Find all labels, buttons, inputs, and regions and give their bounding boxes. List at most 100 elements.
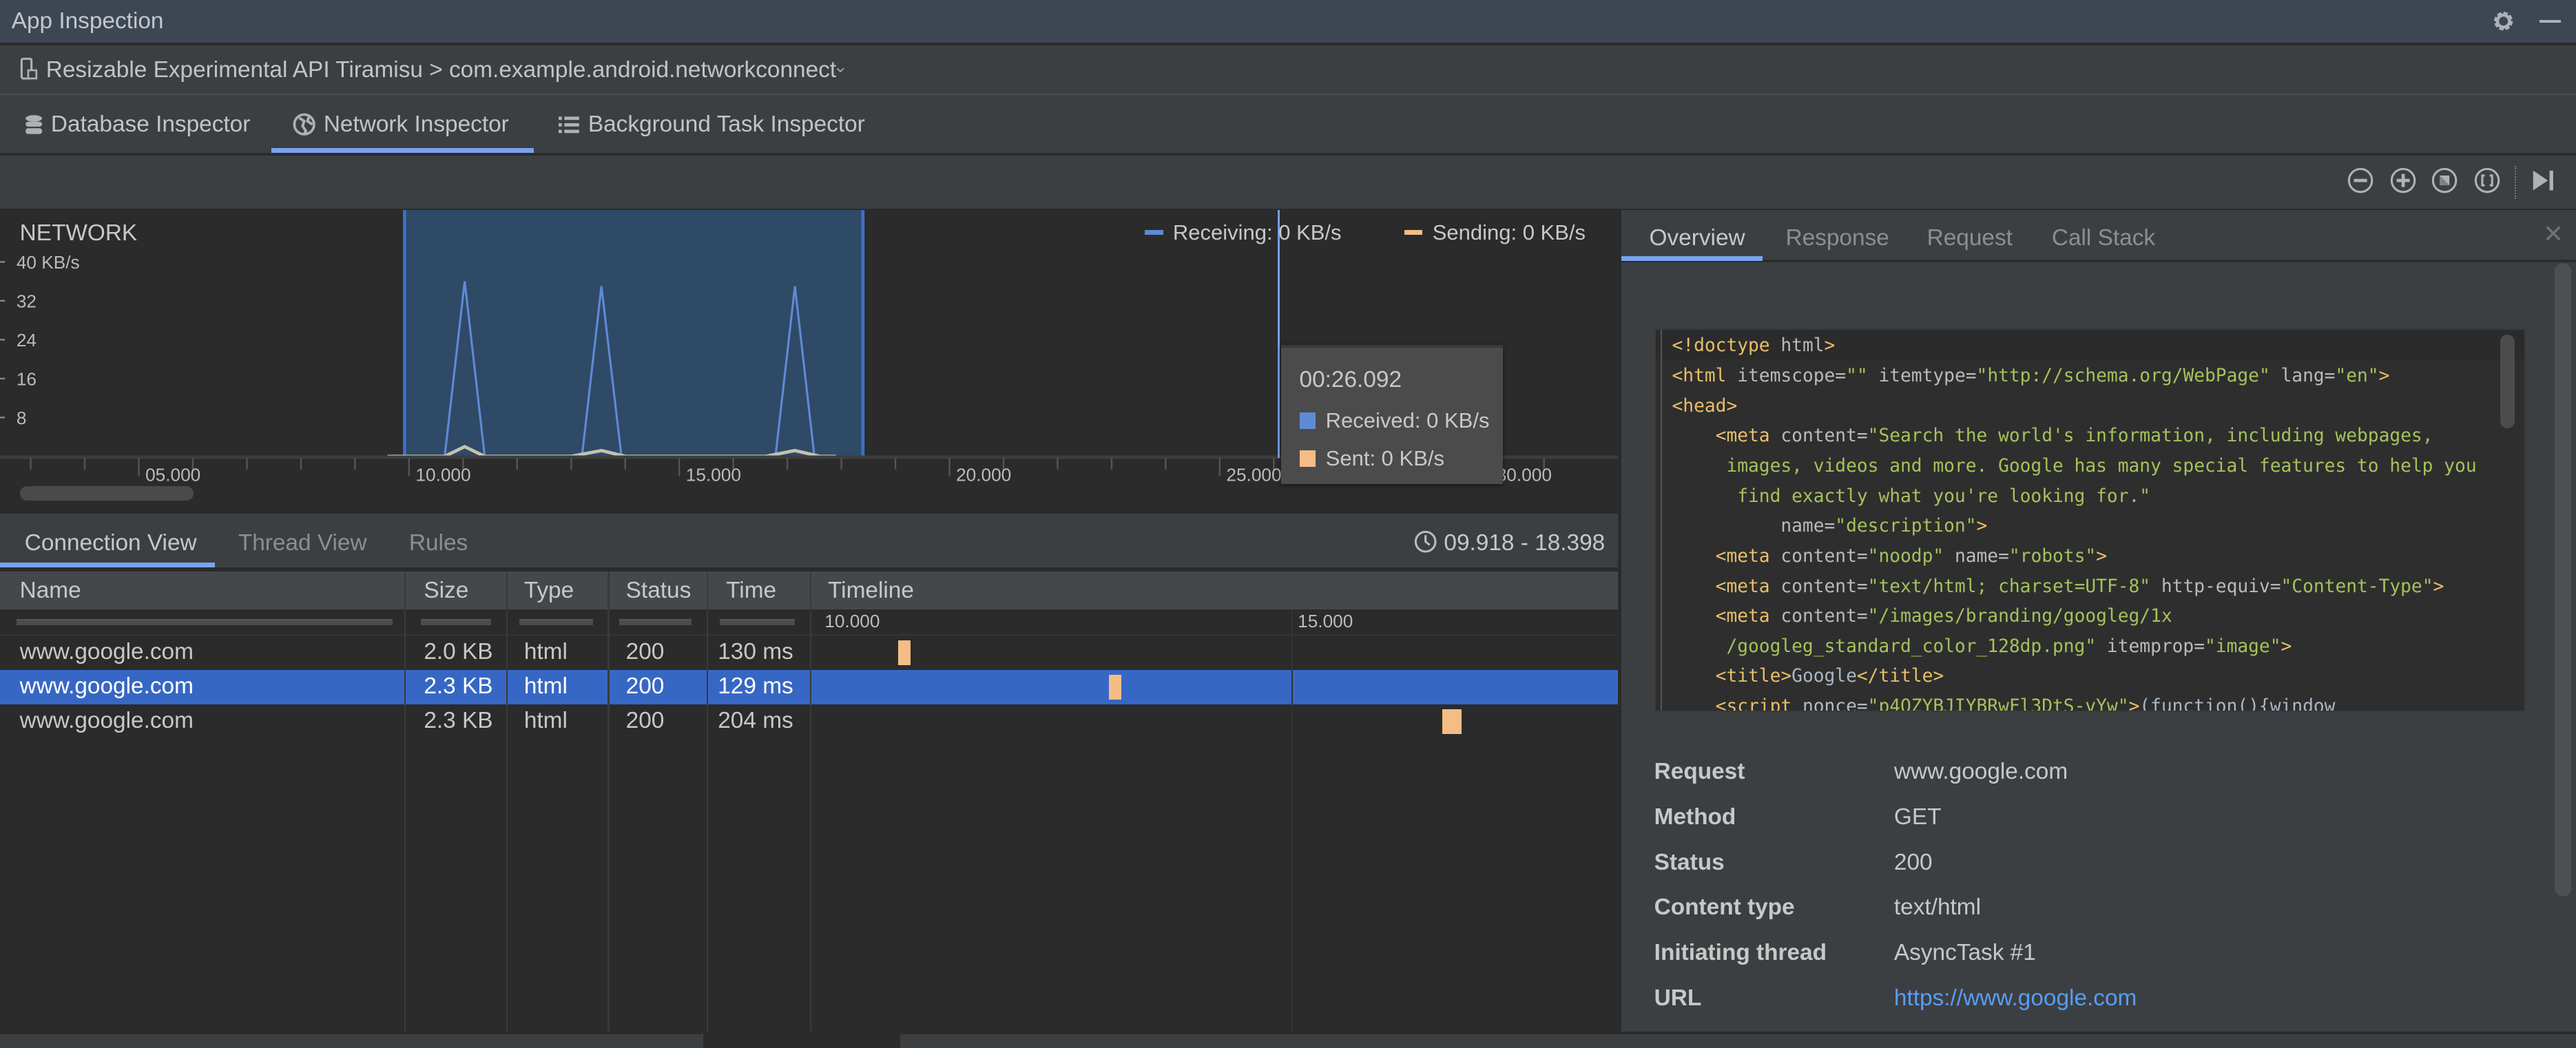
code-line: <!doctype html> [1672, 331, 1836, 361]
tab-network-inspector[interactable]: Network Inspector [293, 112, 509, 138]
overview-row: Status 200 [1621, 850, 2542, 883]
code-token: content= [1769, 545, 1868, 567]
tab-database-inspector[interactable]: Database Inspector [25, 112, 250, 138]
overview-key: Status [1654, 849, 1725, 875]
code-token: "" [1846, 366, 1868, 386]
column-divider[interactable] [607, 571, 610, 1031]
sent-swatch [1299, 450, 1316, 467]
column-divider[interactable] [809, 571, 812, 1031]
code-token: "description" [1835, 516, 1977, 537]
overview-key: Content type [1654, 894, 1795, 921]
column-divider[interactable] [706, 571, 708, 1031]
column-name[interactable]: Name [19, 578, 81, 604]
code-line: find exactly what you're looking for." [1672, 482, 2150, 512]
column-divider[interactable] [404, 571, 406, 1031]
cell-status: 200 [625, 707, 665, 733]
device-selector[interactable]: Resizable Experimental API Tiramisu > co… [0, 45, 2576, 95]
code-token: "Search the world's information, includi… [1867, 426, 2433, 447]
zoom-to-selection-icon[interactable] [2474, 167, 2500, 193]
tab-response[interactable]: Response [1785, 224, 1889, 251]
selection-range: 09.918 - 18.398 [1444, 530, 1606, 556]
network-chart[interactable]: 40 KB/s 32 24 16 8 05.000 10.000 15.000 20.000 25… [0, 210, 1619, 507]
chart-scrollbar[interactable] [19, 485, 194, 501]
minimize-icon[interactable] [2539, 19, 2562, 23]
tab-connection-view[interactable]: Connection View [24, 530, 197, 556]
overview-value: text/html [1893, 894, 1982, 921]
chevron-down-icon[interactable]: ⌄ [833, 56, 849, 77]
close-icon[interactable]: ✕ [2542, 220, 2564, 248]
zoom-out-icon[interactable] [2347, 167, 2374, 193]
table-header: Name Size Type Status Time Timeline [0, 571, 1619, 609]
y-tick-label: 40 KB/s [17, 252, 80, 273]
tab-rules[interactable]: Rules [408, 530, 468, 556]
column-status[interactable]: Status [625, 578, 692, 604]
receiving-swatch [1145, 229, 1163, 235]
cell-size: 2.0 KB [424, 638, 493, 664]
code-token: /googleg_standard_color_128dp.png" [1672, 636, 2097, 657]
code-token: "en" [2335, 366, 2379, 386]
table-row[interactable]: www.google.com 2.3 KB html 200 204 ms [0, 704, 1618, 739]
request-timeline-bar[interactable] [1442, 709, 1462, 735]
gear-icon[interactable] [2492, 10, 2515, 32]
column-size[interactable]: Size [424, 578, 469, 604]
series-sending-line [387, 445, 836, 459]
connection-tabs: Connection View Thread View Rules 09.918… [0, 510, 1619, 571]
received-swatch [1299, 412, 1316, 429]
database-icon [25, 114, 42, 134]
table-row[interactable]: www.google.com 2.3 KB html 200 129 ms [0, 670, 1619, 705]
code-scrollbar[interactable] [2500, 335, 2515, 429]
tab-request[interactable]: Request [1926, 224, 2013, 251]
overview-key: Request [1654, 758, 1745, 784]
code-token: > [2128, 696, 2140, 713]
column-time[interactable]: Time [726, 578, 777, 604]
inspector-tabs: Database Inspector Network Inspector Bac… [0, 95, 2576, 156]
code-token: > [2378, 366, 2390, 386]
table-row[interactable]: www.google.com 2.0 KB html 200 130 ms [0, 636, 1618, 670]
overview-key: Initiating thread [1654, 940, 1827, 966]
request-timeline-bar[interactable] [1108, 675, 1121, 700]
tab-label: Background Task Inspector [588, 112, 865, 138]
overview-key: Method [1654, 804, 1736, 830]
cell-type: html [523, 707, 568, 733]
code-token: "image" [2205, 636, 2281, 657]
code-line: <head> [1672, 392, 1738, 421]
overview-row: URL https://www.google.com [1621, 985, 2542, 1018]
y-tick-label: 8 [17, 408, 27, 428]
splitter[interactable] [1618, 210, 1621, 1031]
response-preview[interactable]: <!doctype html> <html itemscope="" itemty… [1654, 328, 2526, 713]
x-tick-label: 10.000 [415, 465, 470, 485]
legend-label: Sending: 0 KB/s [1432, 220, 1586, 244]
x-tick-label: 30.000 [1497, 465, 1552, 485]
zoom-in-icon[interactable] [2390, 167, 2416, 193]
code-token [1672, 606, 1716, 627]
tab-call-stack[interactable]: Call Stack [2051, 224, 2156, 251]
selection-range [404, 210, 863, 457]
code-token: <html [1672, 366, 1727, 386]
overview-value: 200 [1893, 849, 1933, 875]
code-token: lang= [2269, 366, 2336, 386]
column-divider[interactable] [506, 571, 508, 1031]
go-live-icon[interactable] [2530, 167, 2556, 193]
overview-row: Method GET [1621, 804, 2542, 837]
code-token: http-equiv= [2150, 576, 2281, 597]
selected-tab-indicator [271, 147, 534, 153]
overview-row: Initiating thread AsyncTask #1 [1621, 940, 2542, 973]
timeline-tick: 10.000 [824, 611, 880, 632]
request-timeline-bar[interactable] [897, 640, 911, 665]
timeline-gridline [1291, 609, 1293, 1031]
reset-zoom-icon[interactable] [2431, 167, 2458, 193]
column-type[interactable]: Type [523, 578, 574, 604]
tab-thread-view[interactable]: Thread View [238, 530, 367, 556]
details-scrollbar[interactable] [2554, 262, 2571, 897]
network-toolbar [0, 156, 2576, 210]
globe-icon [293, 114, 315, 136]
code-token: name= [1672, 516, 1836, 537]
column-timeline[interactable]: Timeline [828, 578, 914, 604]
tool-window-tab-selected[interactable] [703, 1034, 900, 1048]
tab-background-task-inspector[interactable]: Background Task Inspector [558, 112, 865, 138]
tab-overview[interactable]: Overview [1649, 224, 1745, 251]
code-token: html [1769, 335, 1825, 357]
code-token: "p4QZYBJIYBRwFl3DtS-vYw" [1867, 696, 2129, 713]
url-link[interactable]: https://www.google.com [1893, 985, 2137, 1011]
